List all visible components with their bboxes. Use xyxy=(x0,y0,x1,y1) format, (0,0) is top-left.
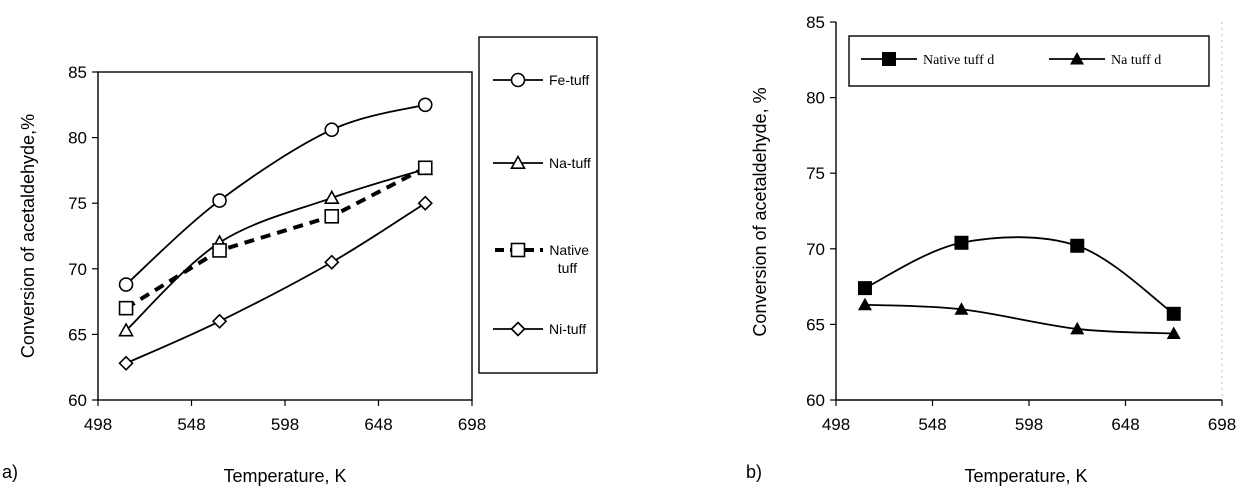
y-tick-label: 70 xyxy=(806,240,825,259)
data-point xyxy=(324,254,340,270)
data-point xyxy=(1166,326,1181,339)
series-line xyxy=(864,303,1174,335)
legend-label: Ni-tuff xyxy=(549,321,586,337)
data-point xyxy=(323,189,340,204)
y-tick-label: 65 xyxy=(68,325,87,344)
data-point xyxy=(118,277,134,292)
series-line xyxy=(864,236,1175,315)
legend-swatch-marker xyxy=(510,72,526,88)
series-line xyxy=(125,202,426,365)
legend-label: Fe-tuff xyxy=(549,72,589,88)
data-point xyxy=(212,243,227,258)
data-point xyxy=(1166,306,1181,321)
x-tick-label: 498 xyxy=(822,415,850,434)
series-line xyxy=(124,166,427,310)
x-tick-label: 648 xyxy=(1111,415,1139,434)
legend-swatch-marker xyxy=(510,154,526,169)
legend-item-na-tuff: Na-tuff xyxy=(493,154,591,171)
legend-item-native-tuff-d: Native tuff d xyxy=(861,52,994,68)
y-axis-title: Conversion of acetaldehyde, % xyxy=(750,87,770,336)
legend-box xyxy=(848,35,1210,87)
panel-label: a) xyxy=(2,462,18,482)
x-tick-label: 548 xyxy=(177,415,205,434)
y-tick-label: 65 xyxy=(806,315,825,334)
x-tick-label: 648 xyxy=(364,415,392,434)
chart-panel-b: 60 65 70 75 80 85 498 548 598 648 698 Temperature, … xyxy=(746,13,1236,486)
y-tick-label: 85 xyxy=(68,63,87,82)
series-ni-tuff xyxy=(118,195,433,371)
y-tick-label: 80 xyxy=(806,89,825,108)
y-tick-label: 75 xyxy=(806,164,825,183)
series-fe-tuff xyxy=(118,97,433,292)
legend-label: Native tuff xyxy=(549,242,589,276)
data-point xyxy=(417,195,433,211)
y-tick-label: 60 xyxy=(806,391,825,410)
series-native-tuff xyxy=(118,160,433,316)
x-axis-title: Temperature, K xyxy=(964,466,1087,486)
data-point xyxy=(1070,321,1085,335)
x-axis-title: Temperature, K xyxy=(223,466,346,486)
data-point xyxy=(954,235,969,250)
data-point xyxy=(857,297,872,311)
legend-swatch-marker xyxy=(510,321,526,337)
x-tick-label: 698 xyxy=(1208,415,1236,434)
y-tick-label: 75 xyxy=(68,194,87,213)
x-tick-label: 548 xyxy=(918,415,946,434)
x-tick-label: 698 xyxy=(458,415,486,434)
panel-label: b) xyxy=(746,462,762,482)
legend-swatch-marker xyxy=(882,52,896,66)
series-na-tuff-d xyxy=(857,297,1181,339)
series-native-tuff-d xyxy=(857,235,1181,321)
legend-item-ni-tuff: Ni-tuff xyxy=(493,321,586,337)
data-point xyxy=(324,209,340,224)
data-point xyxy=(417,160,433,176)
legend: Native tuff d Na tuff d xyxy=(848,35,1210,87)
y-tick-label: 80 xyxy=(68,129,87,148)
chart-panel-a: 60 65 70 75 80 85 498 548 598 648 698 Temperature, … xyxy=(2,36,598,486)
legend-item-fe-tuff: Fe-tuff xyxy=(493,72,589,88)
legend-label: Native tuff d xyxy=(923,53,994,68)
data-point xyxy=(324,122,340,138)
data-point xyxy=(954,302,969,315)
x-tick-label: 598 xyxy=(1015,415,1043,434)
data-point xyxy=(118,300,134,316)
y-tick-label: 85 xyxy=(806,13,825,32)
series-line xyxy=(125,103,426,286)
legend-label: Na tuff d xyxy=(1111,53,1161,68)
data-point xyxy=(118,355,134,371)
legend-box xyxy=(478,36,598,374)
data-point xyxy=(212,193,227,208)
legend-item-na-tuff-d: Na tuff d xyxy=(1049,52,1161,68)
x-tick-label: 598 xyxy=(271,415,299,434)
legend-swatch-marker xyxy=(510,242,526,258)
series-line xyxy=(125,168,426,332)
data-point xyxy=(118,322,134,337)
legend-item-native-tuff: Native tuff xyxy=(495,242,589,276)
data-point xyxy=(857,281,872,296)
x-tick-label: 498 xyxy=(84,415,112,434)
y-tick-label: 60 xyxy=(68,391,87,410)
data-point xyxy=(211,313,228,329)
legend-swatch-marker xyxy=(1070,52,1084,65)
y-tick-label: 70 xyxy=(68,260,87,279)
legend-label: Na-tuff xyxy=(549,155,591,171)
data-point xyxy=(417,97,433,113)
data-point xyxy=(1070,238,1085,253)
series-na-tuff xyxy=(118,160,434,337)
legend: Fe-tuff Na-tuff Native tuff Ni-tuff xyxy=(478,36,598,374)
y-axis-title: Conversion of acetaldehyde,% xyxy=(18,114,38,358)
